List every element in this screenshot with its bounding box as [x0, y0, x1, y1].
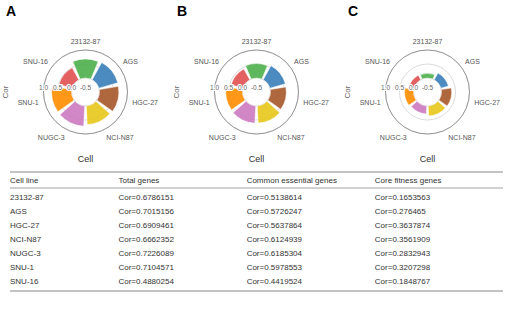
category-label: SNU-1 — [360, 99, 381, 106]
category-label: AGS — [294, 58, 309, 65]
x-axis-title: Cell — [420, 154, 436, 164]
polar-bar — [411, 101, 427, 114]
polar-bar — [263, 66, 285, 88]
category-label: 23132-87 — [71, 38, 101, 45]
table-row-label: 23132-87 — [10, 193, 44, 202]
chart-canvas: -0.5 0.0 0.5 1.0 23132-87 AGS HGC-27 NCI-N87 NUG… — [0, 0, 513, 313]
polar-bar — [246, 64, 268, 79]
category-label: SNU-1 — [18, 99, 39, 106]
category-label: AGS — [465, 58, 480, 65]
radial-tick-label: 0.0 — [67, 84, 76, 91]
table-cell: Cor=0.3637874 — [375, 221, 431, 230]
table-cell: Cor=0.5138614 — [247, 193, 303, 202]
radial-tick-label: -0.5 — [80, 84, 92, 91]
category-label: SNU-16 — [365, 58, 390, 65]
radial-tick-label: 0.0 — [238, 84, 247, 91]
x-axis-title: Cell — [78, 154, 94, 164]
table-rule — [10, 188, 503, 189]
polar-bar — [86, 101, 110, 124]
radial-tick-label: 0.5 — [53, 84, 62, 91]
panel-title: A — [6, 3, 16, 19]
table-cell: Cor=0.5726247 — [247, 207, 303, 216]
table-rule — [10, 172, 503, 173]
grid-circle — [215, 50, 299, 134]
table-rule — [10, 291, 503, 292]
table-cell: Cor=0.1848767 — [375, 277, 431, 286]
table-cell: Cor=0.3561909 — [375, 235, 431, 244]
polar-bar — [434, 73, 448, 88]
table-header: Total genes — [118, 176, 159, 185]
table-row-label: AGS — [10, 207, 27, 216]
polar-bar — [428, 101, 445, 116]
radial-tick-label: 1.0 — [381, 84, 390, 91]
category-label: NCI-N87 — [448, 134, 475, 141]
table: Cell line Total genes Common essential gen… — [10, 172, 503, 291]
table-row-label: HGC-27 — [10, 221, 40, 230]
table-header: Cell line — [10, 176, 39, 185]
grid-circle — [400, 64, 456, 120]
panel-title: B — [177, 3, 187, 19]
table-cell: Cor=0.7226089 — [118, 249, 174, 258]
category-label: NUGC-3 — [380, 134, 407, 141]
table-cell: Cor=0.4419524 — [247, 277, 303, 286]
table-cell: Cor=0.6909461 — [118, 221, 174, 230]
polar-bar — [439, 88, 452, 106]
table-row-label: SNU-1 — [10, 263, 35, 272]
table-header: Common essential genes — [247, 176, 337, 185]
polar-frame — [386, 50, 470, 134]
category-label: SNU-16 — [194, 58, 219, 65]
category-label: 23132-87 — [242, 38, 272, 45]
polar-frame — [215, 50, 299, 134]
radial-tick-label: 0.5 — [395, 84, 404, 91]
radial-tick-label: 1.0 — [210, 84, 219, 91]
radial-tick-label: 0.5 — [224, 84, 233, 91]
category-label: NUGC-3 — [38, 134, 65, 141]
polar-bar — [92, 63, 118, 89]
radial-tick-label: -0.5 — [251, 84, 263, 91]
category-label: NCI-N87 — [277, 134, 304, 141]
category-label: HGC-27 — [132, 99, 158, 106]
table-cell: Cor=0.2832943 — [375, 249, 431, 258]
table-cell: Cor=0.6185304 — [247, 249, 303, 258]
category-label: HGC-27 — [474, 99, 500, 106]
category-label: NUGC-3 — [209, 134, 236, 141]
category-label: HGC-27 — [303, 99, 329, 106]
y-axis-title: Cor — [343, 85, 352, 98]
radial-tick-label: -0.5 — [422, 84, 434, 91]
x-axis-title: Cell — [249, 154, 265, 164]
table-cell: Cor=0.7104571 — [118, 263, 174, 272]
polar-chart: -0.5 0.0 0.5 1.0 23132-87 AGS HGC-27 NCI-N87 NUG… — [18, 38, 158, 141]
table-cell: Cor=0.5637864 — [247, 221, 303, 230]
panel-title: C — [348, 3, 358, 19]
table-cell: Cor=0.6124939 — [247, 235, 303, 244]
radial-tick-label: 0.0 — [409, 84, 418, 91]
table-cell: Cor=0.276465 — [375, 207, 426, 216]
table-cell: Cor=0.3207298 — [375, 263, 431, 272]
table-row-label: NCI-N87 — [10, 235, 42, 244]
table-cell: Cor=0.5978553 — [247, 263, 303, 272]
polar-chart: -0.5 0.0 0.5 1.0 23132-87 AGS HGC-27 NCI-N87 NUG… — [189, 38, 329, 141]
polar-frame — [44, 50, 128, 134]
polar-bar — [420, 73, 434, 79]
category-label: AGS — [123, 58, 138, 65]
category-label: NCI-N87 — [106, 134, 133, 141]
table-cell: Cor=0.1653563 — [375, 193, 431, 202]
radial-tick-label: 1.0 — [39, 84, 48, 91]
table-header: Core fitness genes — [375, 176, 442, 185]
polar-bar — [257, 101, 280, 123]
table-cell: Cor=0.4880254 — [118, 277, 174, 286]
table-row-label: SNU-16 — [10, 277, 39, 286]
category-label: 23132-87 — [413, 38, 443, 45]
category-label: SNU-1 — [189, 99, 210, 106]
table-cell: Cor=0.6786151 — [118, 193, 174, 202]
table-cell: Cor=0.6662352 — [118, 235, 174, 244]
category-label: SNU-16 — [23, 58, 48, 65]
y-axis-title: Cor — [1, 85, 10, 98]
table-cell: Cor=0.7015156 — [118, 207, 174, 216]
table-row-label: NUGC-3 — [10, 249, 41, 258]
y-axis-title: Cor — [172, 85, 181, 98]
polar-chart: -0.5 0.0 0.5 1.0 23132-87 AGS HGC-27 NCI-N87 NUG… — [360, 38, 500, 141]
grid-circle — [386, 50, 470, 134]
grid-circle — [44, 50, 128, 134]
